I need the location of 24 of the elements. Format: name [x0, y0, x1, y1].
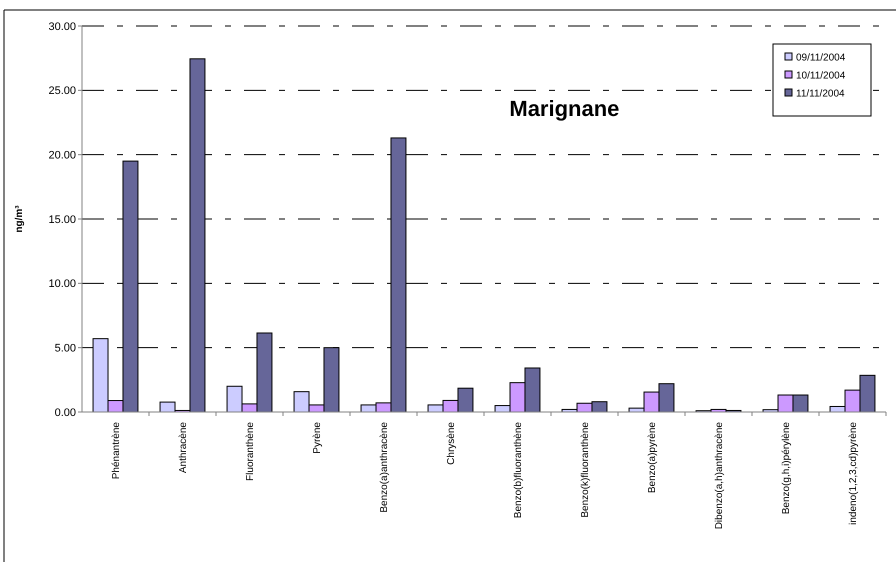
y-axis-title: ng/m³: [14, 204, 25, 233]
x-tick-label: Benzo(b)fluoranthène: [513, 422, 524, 518]
y-tick-label: 5.00: [54, 342, 76, 355]
x-tick-label: Benzo(k)fluoranthène: [580, 422, 591, 518]
legend-label: 10/11/2004: [796, 70, 846, 82]
y-tick-label: 20.00: [48, 150, 76, 162]
text: Marignane: [509, 96, 620, 122]
x-tick-label: Dibenzo(a,h)anthracène: [714, 422, 725, 530]
legend-label: 11/11/2004: [796, 88, 846, 100]
y-tick-label: 0.00: [54, 406, 76, 419]
x-tick-label: Benzo(a)pyrène: [647, 422, 658, 494]
y-tick-label: 15.00: [48, 214, 76, 226]
x-tick-label: Phénantrène: [111, 422, 122, 480]
y-tick-label: 10.00: [48, 278, 76, 290]
x-tick-label: indeno(1,2,3,cd)pyrène: [848, 422, 859, 525]
y-tick-label: 30.00: [48, 20, 76, 33]
x-tick-label: Anthracène: [178, 422, 189, 474]
x-tick-label: Benzo(a)anthracène: [379, 422, 390, 513]
x-tick-label: Chrysène: [446, 422, 457, 465]
y-tick-label: 25.00: [48, 85, 76, 98]
x-tick-label: Fluoranthène: [245, 422, 256, 481]
x-tick-label: Benzo(g,h,i)pérylène: [781, 422, 792, 514]
legend-label: 09/11/2004: [796, 52, 846, 64]
x-tick-label: Pyrène: [312, 422, 323, 454]
